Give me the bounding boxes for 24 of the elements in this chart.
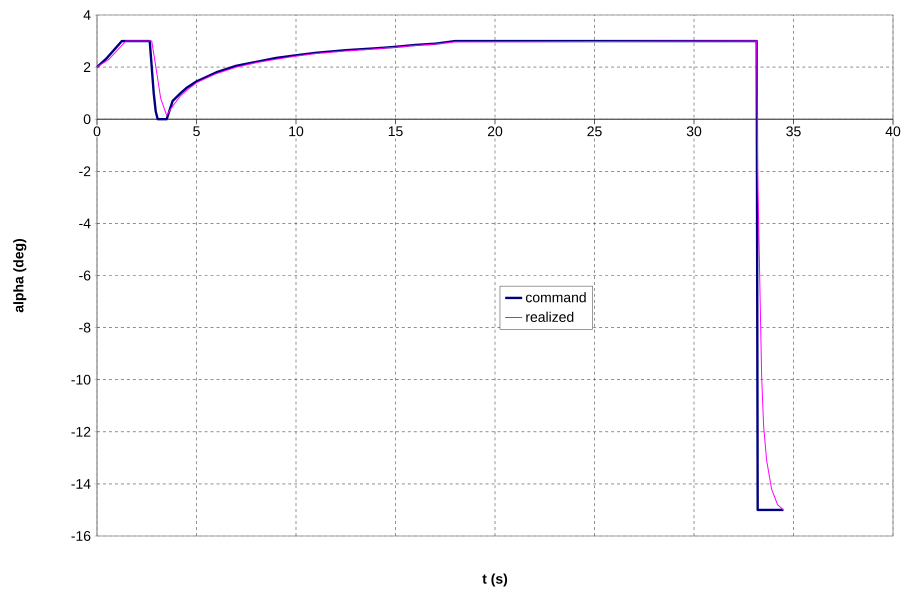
y-tick-label: -10: [71, 374, 90, 385]
y-tick-label: -14: [71, 479, 91, 489]
x-tick-label: 30: [686, 126, 702, 136]
x-tick-label: 35: [786, 126, 801, 136]
x-tick-label: 5: [193, 126, 200, 136]
y-tick-label: 2: [84, 62, 90, 72]
y-tick-label: 0: [84, 114, 90, 124]
x-axis-title: t (s): [482, 574, 508, 587]
y-tick-label: -8: [79, 322, 90, 333]
x-tick-label: 15: [388, 126, 403, 136]
legend-label: command: [526, 292, 586, 302]
y-tick-label: 4: [84, 10, 91, 20]
y-tick-label: -4: [79, 218, 91, 228]
x-tick-label: 40: [886, 126, 900, 136]
y-tick-label: -2: [79, 166, 90, 176]
x-tick-label: 25: [587, 126, 602, 136]
y-axis-title: alpha (deg): [13, 239, 26, 312]
x-tick-label: 20: [488, 126, 502, 136]
y-tick-label: -6: [79, 270, 90, 280]
x-tick-label: 10: [289, 126, 304, 136]
x-tick-label: 0: [94, 126, 100, 136]
y-tick-label: -16: [71, 531, 90, 541]
y-tick-label: -12: [71, 426, 90, 437]
legend-label: realized: [526, 312, 574, 322]
